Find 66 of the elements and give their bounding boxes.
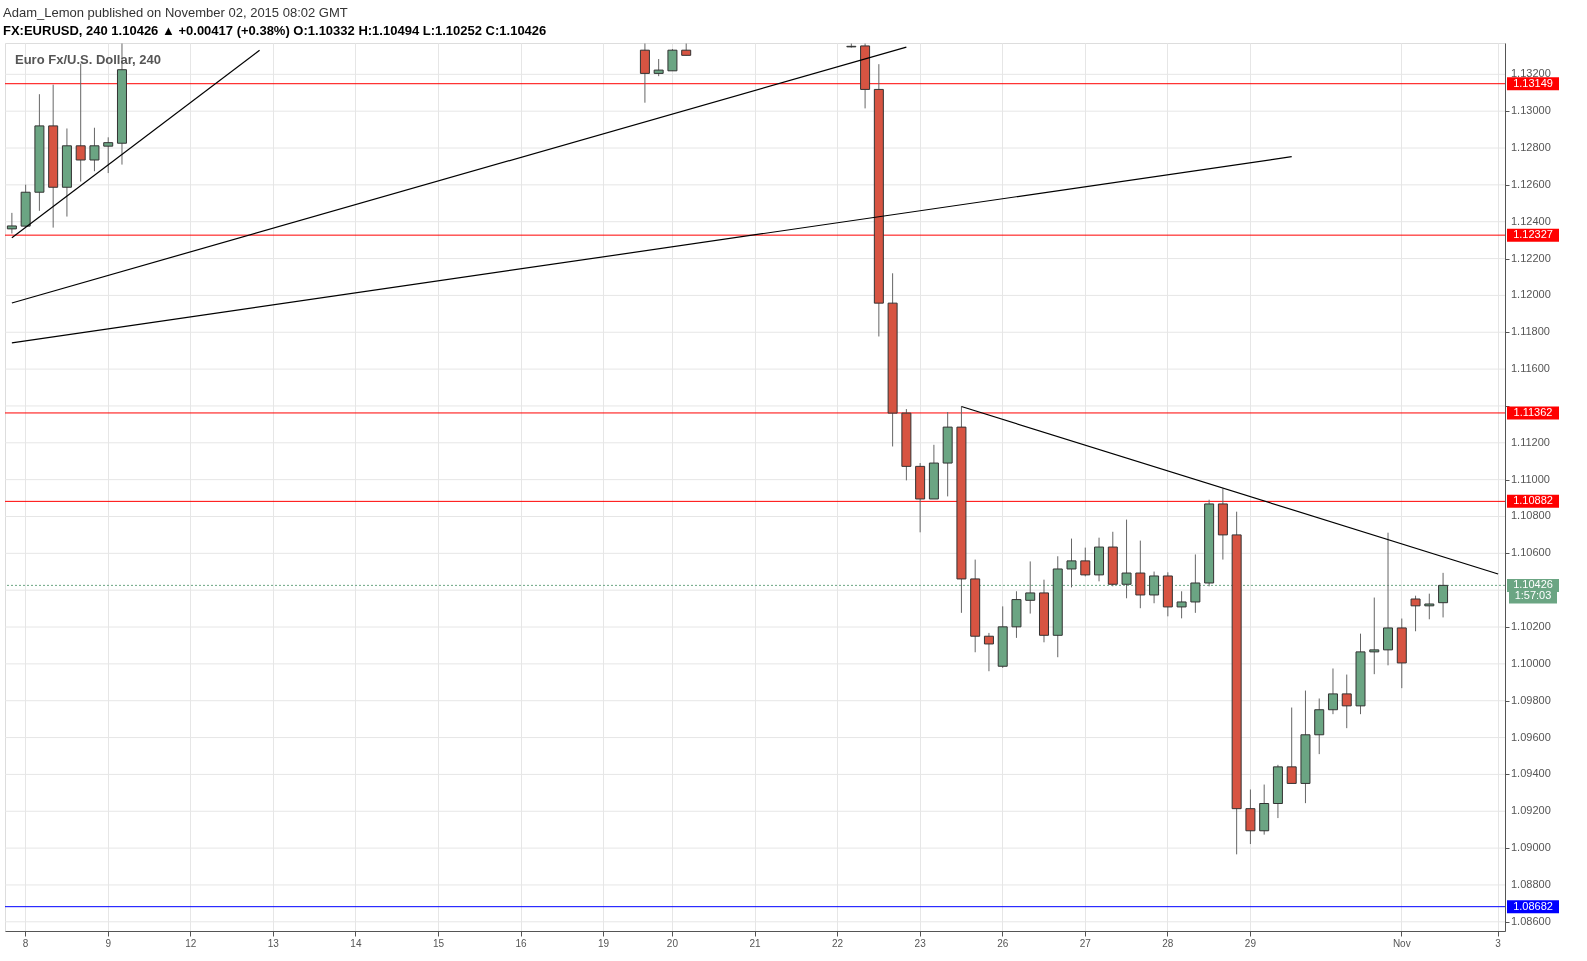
y-tick-label: 1.08800 [1511, 877, 1551, 890]
y-tick-label: 1.10200 [1511, 620, 1551, 633]
ref-line-label: 1.10882 [1513, 494, 1553, 507]
x-tick-label: 20 [666, 937, 679, 949]
x-tick-label: 19 [598, 937, 610, 949]
x-tick-label: 26 [997, 937, 1009, 949]
x-tick-label: 15 [432, 937, 445, 949]
candlestick [1341, 674, 1352, 729]
x-tick-label: 21 [749, 937, 761, 949]
chart-title: FX:EURUSD, 240 1.10426 ▲ +0.00417 (+0.38%) O:1.10332 H:1.10494 L:1.10252 C:1.10426 [3, 23, 547, 38]
candlestick [639, 43, 650, 104]
candlestick [1327, 667, 1338, 715]
x-tick-label: 23 [914, 937, 927, 949]
candlestick [6, 212, 17, 234]
y-tick-label: 1.11600 [1511, 362, 1550, 375]
y-tick-label: 1.09200 [1511, 804, 1551, 817]
y-tick-label: 1.12000 [1511, 288, 1551, 301]
x-tick-label: 3 [1495, 937, 1502, 949]
y-tick-label: 1.11000 [1511, 472, 1550, 485]
x-tick-label: 28 [1162, 937, 1174, 949]
candlestick [667, 48, 678, 72]
candlestick [1245, 789, 1256, 845]
ref-line-label: 1.11362 [1513, 405, 1553, 418]
candlestick [1369, 597, 1380, 675]
x-tick-label: Nov [1392, 937, 1411, 949]
candlestick [983, 632, 994, 672]
y-tick-label: 1.10600 [1511, 546, 1551, 559]
y-tick-label: 1.09000 [1511, 841, 1551, 854]
y-tick-label: 1.10000 [1511, 656, 1551, 669]
x-tick-label: 8 [22, 937, 29, 949]
candlestick [1080, 547, 1091, 577]
candlestick [89, 127, 100, 172]
candlestick [75, 63, 86, 183]
x-tick-label: 29 [1244, 937, 1257, 949]
candlestick [1424, 593, 1435, 620]
ref-line-label: 1.08682 [1513, 899, 1553, 912]
y-tick-label: 1.09600 [1511, 730, 1551, 743]
text: Adam_Lemon published on November 02, 2015 08:02 GMT [3, 5, 348, 20]
candlestick [1383, 532, 1394, 666]
y-tick-label: 1.08600 [1511, 914, 1551, 927]
x-tick-label: 27 [1079, 937, 1092, 949]
y-tick-label: 1.11200 [1511, 435, 1550, 448]
x-tick-label: 12 [185, 937, 197, 949]
text: 1:57:03 [1514, 589, 1552, 601]
candlestick [1410, 595, 1421, 632]
ref-line-label: 1.10426 [1513, 578, 1553, 591]
y-tick-label: 1.13000 [1511, 104, 1551, 117]
x-tick-label: 14 [350, 937, 362, 949]
y-tick-label: 1.11800 [1511, 325, 1550, 338]
candlestick [1176, 590, 1187, 619]
x-tick-label: 16 [515, 937, 528, 949]
ref-line-label: 1.12327 [1513, 228, 1553, 241]
y-tick-label: 1.12400 [1511, 214, 1551, 227]
candlestick [1286, 707, 1297, 784]
candlestick [1135, 540, 1146, 609]
annotation: Euro Fx/U.S. Dollar, 240 [15, 52, 161, 67]
y-tick-label: 1.12200 [1511, 251, 1551, 264]
x-tick-label: 13 [267, 937, 280, 949]
x-tick-label: 22 [832, 937, 844, 949]
x-tick-label: 9 [105, 937, 112, 949]
y-tick-label: 1.10800 [1511, 509, 1551, 522]
y-tick-label: 1.09800 [1511, 693, 1551, 706]
y-tick-label: 1.09400 [1511, 767, 1551, 780]
y-tick-label: 1.12800 [1511, 141, 1551, 154]
y-tick-label: 1.12600 [1511, 177, 1551, 190]
candlestick [103, 136, 114, 174]
